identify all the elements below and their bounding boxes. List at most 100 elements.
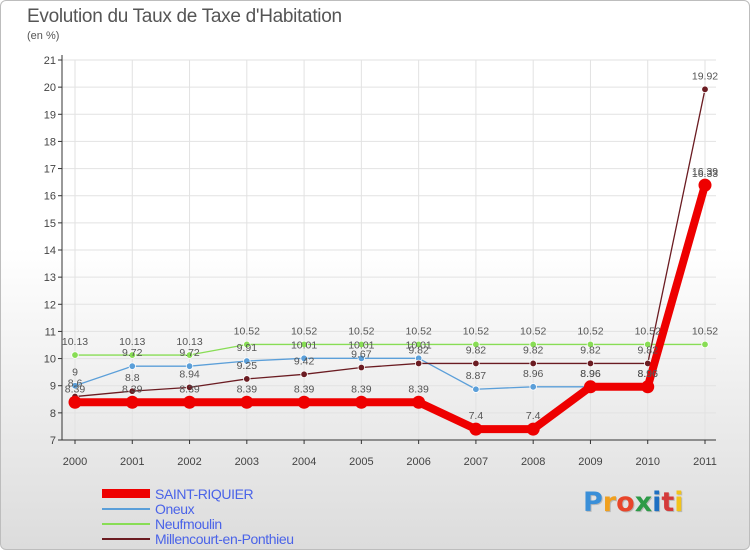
data-point xyxy=(185,362,194,370)
data-label: 10.52 xyxy=(692,325,718,337)
x-tick-label: 2011 xyxy=(693,456,717,468)
data-point xyxy=(243,357,251,365)
data-point xyxy=(641,380,655,394)
series-line-millencourt-en-ponthieu xyxy=(74,88,706,398)
data-point xyxy=(529,340,537,349)
y-tick-label: 10 xyxy=(44,354,56,366)
data-point xyxy=(357,354,366,362)
y-tick-label: 19 xyxy=(44,109,56,121)
data-point xyxy=(469,422,483,436)
data-point xyxy=(526,422,540,436)
legend-swatch xyxy=(102,522,150,525)
data-point xyxy=(71,351,79,359)
data-point xyxy=(243,340,251,349)
data-point xyxy=(71,382,79,390)
data-label: 10.13 xyxy=(119,336,145,348)
data-label: 16.33 xyxy=(692,168,718,180)
data-label: 10.52 xyxy=(577,325,603,337)
y-tick-label: 13 xyxy=(44,272,56,284)
data-point xyxy=(529,359,537,368)
data-label: 8.94 xyxy=(179,368,200,380)
data-label: 8.39 xyxy=(237,383,258,395)
data-label: 8.39 xyxy=(408,383,429,395)
y-tick-label: 20 xyxy=(44,82,56,94)
data-point xyxy=(357,363,366,372)
series-line-neufmoulin xyxy=(74,343,706,356)
data-label: 9.82 xyxy=(580,344,601,356)
data-label: 9.25 xyxy=(237,360,258,372)
data-point xyxy=(240,395,254,409)
data-point xyxy=(185,383,194,392)
page-title: Evolution du Taux de Taxe d'Habitation xyxy=(27,6,342,27)
data-label: 8.39 xyxy=(351,383,372,395)
data-label: 9 xyxy=(72,367,78,379)
y-tick-label: 18 xyxy=(44,136,56,148)
data-label: 10.52 xyxy=(463,325,489,337)
data-label: 10.52 xyxy=(520,325,546,337)
x-tick-label: 2003 xyxy=(235,456,259,468)
data-label: 16.39 xyxy=(692,166,718,178)
data-label: 10.52 xyxy=(234,325,260,337)
data-point xyxy=(414,340,423,349)
data-label: 19.92 xyxy=(692,70,718,82)
x-tick-label: 2009 xyxy=(578,456,602,468)
data-label: 7.4 xyxy=(469,410,484,422)
y-tick-label: 9 xyxy=(50,381,56,393)
series-layer xyxy=(68,85,712,436)
data-label: 10.01 xyxy=(405,339,431,351)
data-label: 7.4 xyxy=(526,410,541,422)
data-point xyxy=(357,340,366,349)
data-point xyxy=(412,395,426,409)
x-tick-label: 2006 xyxy=(406,456,430,468)
data-label: 8.39 xyxy=(122,383,143,395)
legend-item-neufmoulin[interactable]: Neufmoulin xyxy=(102,515,294,532)
x-tick-label: 2004 xyxy=(292,456,316,468)
y-tick-label: 7 xyxy=(50,435,56,447)
y-tick-label: 21 xyxy=(44,55,56,67)
data-point xyxy=(128,362,136,370)
data-label: 9.72 xyxy=(179,347,200,359)
data-point xyxy=(472,340,480,349)
data-label: 10.52 xyxy=(405,325,431,337)
data-point xyxy=(529,383,537,391)
data-label: 10.52 xyxy=(291,325,317,337)
data-point xyxy=(701,85,709,94)
data-point xyxy=(586,340,595,349)
brand-letter: P xyxy=(583,487,603,518)
data-label: 8.87 xyxy=(466,370,487,382)
brand-letter: t xyxy=(661,487,675,518)
legend-item-oneux[interactable]: Oneux xyxy=(102,501,294,517)
legend-item-saint-riquier[interactable]: SAINT-RIQUIER xyxy=(102,486,294,502)
data-point xyxy=(300,370,308,379)
data-point xyxy=(300,354,308,362)
data-label: 10.01 xyxy=(348,339,374,351)
data-label: 10.13 xyxy=(62,336,88,348)
data-point xyxy=(185,351,194,359)
data-point xyxy=(125,395,139,409)
data-point xyxy=(701,340,709,349)
y-tick-label: 14 xyxy=(44,245,56,257)
brand-letter: x xyxy=(634,487,653,518)
data-label: 10.52 xyxy=(635,325,661,337)
y-tick-label: 15 xyxy=(44,218,56,230)
legend-label: Neufmoulin xyxy=(155,515,222,532)
data-point xyxy=(583,380,597,394)
data-label: 9.72 xyxy=(122,347,143,359)
data-label: 8.96 xyxy=(580,368,601,380)
data-point xyxy=(183,395,197,409)
data-label: 8.96 xyxy=(523,368,544,380)
data-label-layer: 8.39 8.39 8.39 8.39 8.39 8.39 8.39 7.4 7.4 8.96 8.… xyxy=(62,70,718,422)
x-tick-label: 2001 xyxy=(120,456,144,468)
data-label: 9.82 xyxy=(523,344,544,356)
legend-item-millencourt[interactable]: Millencourt-en-Ponthieu xyxy=(102,531,294,547)
data-point xyxy=(300,340,308,349)
legend-swatch xyxy=(102,507,150,510)
data-point xyxy=(698,178,712,192)
data-point xyxy=(472,359,480,368)
x-tick-label: 2008 xyxy=(521,456,545,468)
unit-label: (en %) xyxy=(27,30,60,42)
data-label: 9.82 xyxy=(466,344,487,356)
data-point xyxy=(68,395,82,409)
